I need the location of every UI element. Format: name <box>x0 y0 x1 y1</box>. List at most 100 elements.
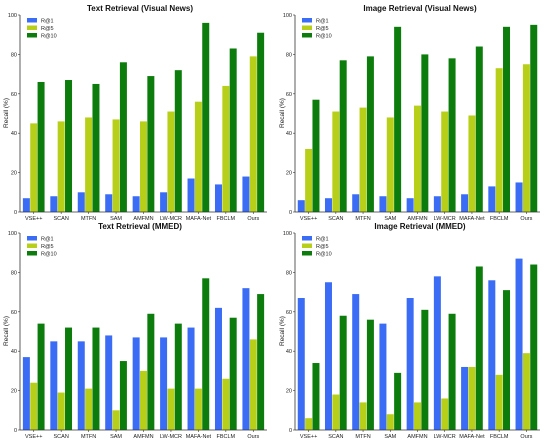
bar-r5 <box>140 121 147 212</box>
y-axis-label: Recall (%) <box>3 316 10 346</box>
bar-r10 <box>229 48 237 212</box>
x-tick-label: FBCLM <box>217 434 236 440</box>
bar-r10 <box>366 56 374 213</box>
bar-r10 <box>174 70 182 212</box>
bar-r5 <box>386 117 394 212</box>
legend-label: R@5 <box>316 244 329 250</box>
bar-r5 <box>441 111 449 212</box>
bar-r10 <box>394 372 402 430</box>
y-tick-label: 0 <box>14 428 17 434</box>
bar-r10 <box>475 266 483 430</box>
x-tick-label: FBCLM <box>490 216 509 222</box>
legend-swatch <box>27 18 37 23</box>
y-tick-label: 100 <box>283 231 292 237</box>
bar-r1 <box>132 337 140 430</box>
legend-swatch <box>302 33 312 38</box>
bar-r10 <box>257 32 265 213</box>
x-tick-label: VSE++ <box>25 216 42 222</box>
bar-r1 <box>515 258 523 430</box>
chart-title: Text Retrieval (MMED) <box>98 222 182 231</box>
bar-r1 <box>242 288 250 430</box>
legend-label: R@1 <box>41 237 54 243</box>
bar-r10 <box>65 80 73 212</box>
y-tick-label: 0 <box>289 210 292 216</box>
legend-label: R@5 <box>316 26 329 32</box>
legend-label: R@10 <box>316 34 332 40</box>
bar-r1 <box>406 198 414 212</box>
bar-r5 <box>305 148 313 212</box>
bar-r10 <box>394 26 402 212</box>
x-tick-label: VSE++ <box>25 434 42 440</box>
bar-r5 <box>167 111 175 212</box>
y-tick-label: 20 <box>11 171 17 177</box>
y-tick-label: 20 <box>11 389 17 395</box>
legend-label: R@1 <box>316 19 329 25</box>
bar-r5 <box>194 388 202 430</box>
x-tick-label: VSE++ <box>300 434 317 440</box>
bar-r10 <box>339 315 347 430</box>
bar-r10 <box>530 264 538 430</box>
y-axis-label: Recall (%) <box>279 98 286 128</box>
bar-r5 <box>30 382 38 430</box>
bar-r1 <box>352 194 360 212</box>
bar-r5 <box>359 107 367 212</box>
legend-swatch <box>27 33 37 38</box>
x-tick-label: MTFN <box>355 434 370 440</box>
y-tick-label: 80 <box>286 52 292 58</box>
bar-r5 <box>140 370 147 430</box>
bar-r1 <box>50 196 58 212</box>
bar-r1 <box>297 298 305 430</box>
x-tick-label: SCAN <box>328 216 343 222</box>
bar-r10 <box>257 294 265 430</box>
y-tick-label: 40 <box>11 349 17 355</box>
bar-r1 <box>77 341 85 430</box>
y-tick-label: 20 <box>286 171 292 177</box>
bar-r5 <box>522 64 530 212</box>
y-tick-label: 80 <box>286 270 292 276</box>
x-tick-label: VSE++ <box>300 216 317 222</box>
bar-r10 <box>448 313 456 430</box>
chart-title: Image Retrieval (MMED) <box>374 222 465 231</box>
bar-r1 <box>433 196 441 212</box>
bar-r5 <box>305 418 313 430</box>
legend-label: R@1 <box>316 237 329 243</box>
y-tick-label: 60 <box>286 92 292 98</box>
bar-r5 <box>468 366 476 430</box>
bar-r5 <box>85 388 93 430</box>
y-axis-label: Recall (%) <box>279 316 286 346</box>
x-tick-label: AMFMN <box>133 216 153 222</box>
legend-label: R@5 <box>41 244 54 250</box>
bar-r10 <box>147 313 155 430</box>
bar-r10 <box>421 309 429 430</box>
bar-r10 <box>119 361 127 430</box>
y-tick-label: 40 <box>11 131 17 137</box>
bar-r5 <box>522 353 530 430</box>
bar-r10 <box>37 323 45 430</box>
bar-r1 <box>187 327 195 430</box>
bar-r5 <box>495 374 503 430</box>
bar-r1 <box>105 194 113 212</box>
bar-r1 <box>214 184 222 212</box>
bar-r10 <box>421 54 429 213</box>
x-tick-label: LW-MCR <box>160 216 182 222</box>
x-tick-label: MAFA-Net <box>459 434 485 440</box>
bar-r10 <box>475 46 483 212</box>
bar-r1 <box>242 176 250 212</box>
legend-label: R@1 <box>41 19 54 25</box>
legend-swatch <box>302 251 312 256</box>
y-tick-label: 100 <box>283 13 292 19</box>
x-tick-label: LW-MCR <box>434 434 456 440</box>
legend-label: R@10 <box>316 252 332 258</box>
legend-swatch <box>302 18 312 23</box>
legend-label: R@10 <box>41 252 57 258</box>
bar-r1 <box>297 200 305 212</box>
bar-r1 <box>105 335 113 430</box>
bar-r1 <box>324 282 332 430</box>
x-tick-label: MAFA-Net <box>459 216 485 222</box>
x-tick-label: SAM <box>384 216 396 222</box>
bar-r5 <box>386 414 394 430</box>
bar-r5 <box>167 388 175 430</box>
bar-r10 <box>92 83 100 212</box>
bar-r5 <box>468 115 476 212</box>
